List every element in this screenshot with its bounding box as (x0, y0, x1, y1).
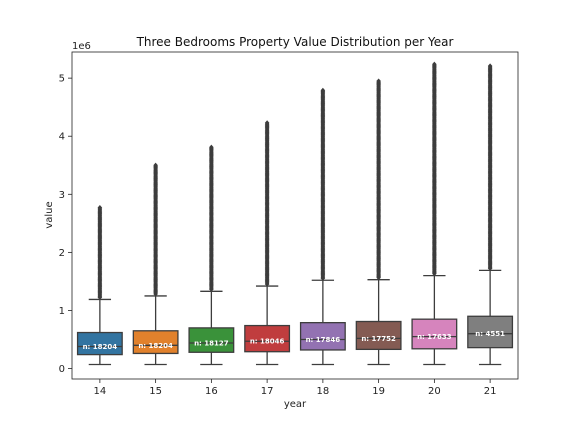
count-label: n: 18204 (138, 342, 173, 350)
box-15 (132, 330, 179, 355)
x-tick-label: 14 (94, 386, 107, 397)
x-tick-label: 17 (261, 386, 274, 397)
count-label: n: 18127 (194, 339, 229, 347)
box-17 (244, 324, 291, 353)
y-tick-label: 5 (59, 74, 65, 85)
x-tick-label: 18 (317, 386, 330, 397)
count-label: n: 4551 (475, 330, 505, 338)
outlier-marker (97, 205, 103, 211)
x-tick-label: 19 (372, 386, 385, 397)
y-tick-label: 1 (59, 306, 65, 317)
box-14 (76, 331, 123, 356)
plot-area: 0 1 2 3 4 5 14 n: 18204 15 n: 18204 16 n: 18127 17 n:… (59, 51, 519, 397)
y-scale-label: 1e6 (72, 41, 91, 52)
box-19 (355, 320, 402, 351)
outlier-marker (432, 61, 437, 67)
y-axis-label: value (44, 201, 55, 228)
y-tick-label: 3 (59, 190, 65, 201)
count-label: n: 18204 (83, 343, 118, 351)
y-tick-label: 0 (59, 364, 65, 375)
outlier-marker (264, 120, 270, 126)
outlier-marker (209, 144, 214, 150)
chart-title: Three Bedrooms Property Value Distributi… (136, 35, 454, 49)
x-tick-label: 15 (149, 386, 162, 397)
outlier-marker (153, 162, 158, 168)
outlier-marker (320, 87, 326, 93)
count-label: n: 17846 (306, 336, 341, 344)
y-tick-label: 2 (59, 248, 65, 259)
count-label: n: 17752 (361, 335, 396, 343)
count-label: n: 18046 (250, 338, 285, 346)
count-label: n: 17633 (417, 333, 452, 341)
x-tick-label: 20 (428, 386, 441, 397)
box-18 (299, 322, 346, 351)
y-tick-label: 4 (59, 132, 65, 143)
box-20 (411, 318, 458, 350)
box-16 (188, 327, 235, 353)
x-axis-label: year (284, 399, 307, 410)
x-tick-label: 16 (205, 386, 218, 397)
outlier-marker (376, 78, 381, 84)
box-21 (467, 315, 514, 349)
outlier-marker (487, 63, 493, 69)
axes-frame (71, 51, 519, 380)
x-tick-label: 21 (484, 386, 497, 397)
